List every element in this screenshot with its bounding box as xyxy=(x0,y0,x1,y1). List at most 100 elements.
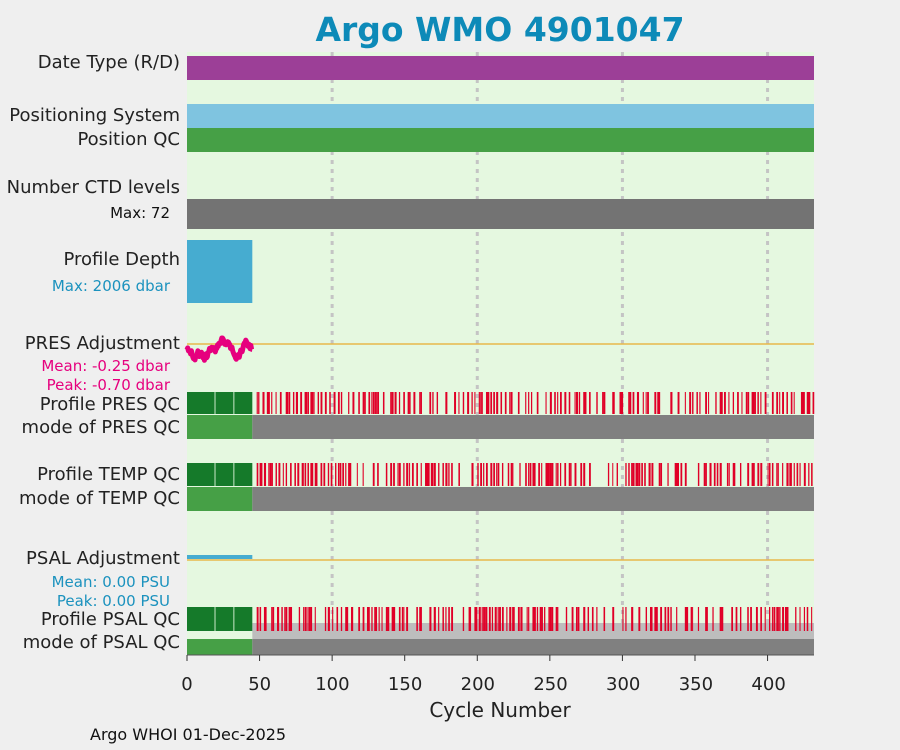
temp-qc-bad-stripe xyxy=(709,463,712,486)
pres-qc-bad-stripe xyxy=(574,392,576,414)
temp-qc-bad-stripe xyxy=(726,463,729,486)
pres-qc-bad-stripe xyxy=(619,392,622,414)
pres-qc-bad-stripe xyxy=(429,392,432,414)
psal-qc-bad-stripe xyxy=(622,607,624,631)
temp-qc-bad-stripe xyxy=(438,463,440,486)
temp-qc-bad-stripe xyxy=(282,463,284,486)
psal-qc-bad-stripe xyxy=(536,607,539,631)
x-tick-label: 50 xyxy=(248,674,272,695)
psal-qc-bad-stripe xyxy=(784,607,787,631)
pres-qc-bad-stripe xyxy=(310,392,313,414)
psal-qc-bad-stripe xyxy=(551,607,554,631)
psal-qc-bad-stripe xyxy=(776,607,779,631)
psal-qc-bad-stripe xyxy=(719,607,722,631)
psal-qc-bad-stripe xyxy=(649,607,652,631)
pres-qc-bad-stripe xyxy=(493,392,495,414)
temp-qc-bad-stripe xyxy=(323,463,326,486)
psal-qc-bad-stripe xyxy=(401,607,404,631)
depth-max: Max: 2006 dbar xyxy=(51,277,170,295)
psal-qc-bad-stripe xyxy=(284,607,286,631)
pres-qc-bad-stripe xyxy=(545,392,547,414)
temp-qc-bad-stripe xyxy=(510,463,513,486)
temp-qc-bad-stripe xyxy=(372,463,375,486)
temp-qc-bad-stripe xyxy=(268,463,270,486)
pres-qc-bad-stripe xyxy=(474,392,476,414)
pres-qc-bad-stripe xyxy=(806,392,809,414)
pres-qc-bad-stripe xyxy=(407,392,410,414)
temp-qc-bad-stripe xyxy=(390,463,393,486)
psal-qc-bad-stripe xyxy=(548,607,550,631)
psal-qc-bad-stripe xyxy=(684,607,687,631)
pres-qc-bad-stripe xyxy=(337,392,340,414)
pres-qc-bad-stripe xyxy=(496,392,499,414)
pres-qc-bad-stripe xyxy=(657,392,660,414)
temp-qc-bad-stripe xyxy=(760,463,763,486)
psal-qc-bad-stripe xyxy=(660,607,663,631)
psal-qc-bad-stripe xyxy=(256,607,259,631)
psal-qc-bad-stripe xyxy=(520,607,523,631)
psal-qc-bad-stripe xyxy=(773,607,776,631)
psal-qc-bad-stripe xyxy=(651,607,653,631)
pres-qc-bad-stripe xyxy=(500,392,503,414)
psal-qc-bad-stripe xyxy=(438,607,440,631)
temp-qc-bad-stripe xyxy=(256,463,259,486)
temp-qc-bad-stripe xyxy=(356,463,358,486)
pres-qc-gap-stripe xyxy=(214,392,216,414)
temp-qc-bad-stripe xyxy=(532,463,535,486)
pres-qc-bad-stripe xyxy=(462,392,465,414)
pres-qc-bad-stripe xyxy=(753,392,755,414)
temp-qc-bad-stripe xyxy=(310,463,313,486)
psal-qc-bad-stripe xyxy=(298,607,301,631)
psal-qc-bad-stripe xyxy=(488,607,491,631)
temp-qc-bad-stripe xyxy=(409,463,411,486)
psal-qc-bad-stripe xyxy=(544,607,546,631)
temp-qc-bad-stripe xyxy=(557,463,559,486)
pres-qc-bad-stripe xyxy=(300,392,303,414)
label-profile-depth: Profile Depth xyxy=(63,249,180,270)
psal-qc-bad-stripe xyxy=(557,607,559,631)
temp-qc-bad-stripe xyxy=(677,463,680,486)
x-tick-label: 400 xyxy=(751,674,786,695)
ctd-max: Max: 72 xyxy=(110,204,170,222)
temp-qc-bad-stripe xyxy=(512,463,514,486)
temp-qc-bad-stripe xyxy=(616,463,618,486)
temp-qc-bad-stripe xyxy=(349,463,352,486)
temp-qc-bad-stripe xyxy=(411,463,414,486)
psal-qc-bad-stripe xyxy=(517,607,520,631)
pres-qc-bad-stripe xyxy=(754,392,756,414)
psal-qc-bad-stripe xyxy=(533,607,536,631)
psal-qc-bad-stripe xyxy=(528,607,530,631)
temp-qc-bad-stripe xyxy=(348,463,350,486)
pres-qc-bad-stripe xyxy=(602,392,604,414)
temp-qc-bad-stripe xyxy=(545,463,548,486)
psal-qc-bad-stripe xyxy=(697,607,700,631)
psal-qc-bad-stripe xyxy=(686,607,689,631)
psal-qc-bad-stripe xyxy=(358,607,361,631)
temp-qc-bad-stripe xyxy=(345,463,347,486)
label-mode-temp-qc: mode of TEMP QC xyxy=(18,488,180,509)
psal-qc-bad-stripe xyxy=(501,607,504,631)
pres-qc-bad-stripe xyxy=(812,392,815,414)
psal-qc-bad-stripe xyxy=(795,607,797,631)
pres-qc-bad-stripe xyxy=(454,392,457,414)
temp-qc-bad-stripe xyxy=(480,463,483,486)
psal-qc-bad-stripe xyxy=(385,607,388,631)
temp-qc-bad-stripe xyxy=(445,463,448,486)
psal-qc-bad-stripe xyxy=(346,607,349,631)
pres-qc-bad-stripe xyxy=(647,392,649,414)
temp-qc-bad-stripe xyxy=(625,463,627,486)
psal-qc-bad-stripe xyxy=(541,607,543,631)
pres-qc-bad-stripe xyxy=(530,392,533,414)
pres-qc-bad-stripe xyxy=(776,392,779,414)
pres-qc-bad-stripe xyxy=(800,392,803,414)
pres-qc-bad-stripe xyxy=(324,392,327,414)
psal-qc-bad-stripe xyxy=(272,607,275,631)
psal-qc-bad-stripe xyxy=(690,607,693,631)
pres-qc-bad-stripe xyxy=(589,392,591,414)
pres-qc-bad-stripe xyxy=(292,392,295,414)
psal-qc-bad-stripe xyxy=(811,607,813,631)
psal-qc-bad-stripe xyxy=(371,607,373,631)
pres-qc-bad-stripe xyxy=(696,392,698,414)
label-date-type: Date Type (R/D) xyxy=(37,52,180,73)
pres-qc-bad-stripe xyxy=(549,392,552,414)
